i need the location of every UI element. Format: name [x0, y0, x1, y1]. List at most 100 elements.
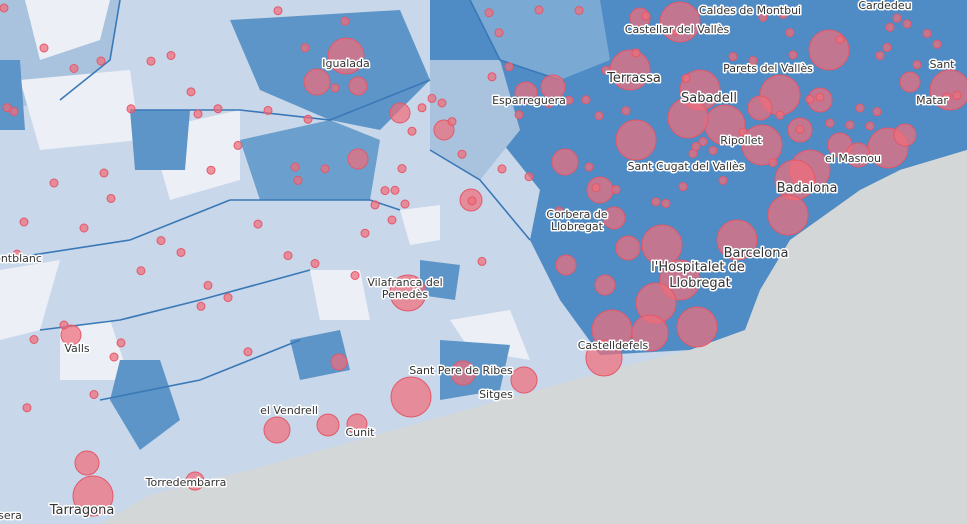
bubble	[109, 352, 119, 362]
bubble	[504, 62, 514, 72]
bubble	[370, 200, 380, 210]
bubble	[741, 124, 783, 166]
bubble	[126, 104, 136, 114]
bubble	[716, 219, 758, 261]
bubble	[602, 206, 626, 230]
bubble	[60, 324, 82, 346]
bubble	[845, 120, 855, 130]
bubble	[348, 76, 368, 96]
bubble	[330, 353, 348, 371]
bubble	[243, 347, 253, 357]
bubble	[136, 266, 146, 276]
bubble	[0, 3, 9, 13]
place-label: Llobregat	[551, 220, 604, 233]
bubble	[676, 306, 718, 348]
place-label: Badalona	[777, 181, 838, 196]
bubble	[875, 51, 885, 61]
bubble	[457, 149, 467, 159]
bubble	[389, 102, 411, 124]
bubble	[22, 403, 32, 413]
bubble	[96, 56, 106, 66]
bubble	[397, 164, 407, 174]
bubble	[586, 176, 614, 204]
bubble	[540, 74, 566, 100]
place-label: Llobregat	[669, 276, 730, 291]
bubble	[380, 186, 390, 196]
bubble	[581, 95, 591, 105]
bubble	[747, 95, 773, 121]
bubble	[166, 51, 176, 60]
bubble	[738, 127, 748, 137]
bubble	[667, 97, 709, 139]
place-label: Ripollet	[720, 134, 762, 147]
bubble	[641, 224, 683, 266]
bubble	[59, 320, 69, 330]
bubble	[601, 65, 611, 75]
bubble	[551, 148, 579, 176]
bubble	[631, 314, 669, 352]
place-label: Corbera de	[546, 208, 607, 221]
bubble	[433, 119, 455, 141]
place-label: Terrassa	[606, 71, 661, 86]
bubble	[584, 162, 594, 172]
bubble	[273, 6, 283, 16]
bubble	[206, 165, 216, 175]
bubble	[892, 13, 902, 23]
bubble	[615, 235, 641, 261]
bubble	[788, 50, 798, 60]
bubble	[253, 219, 263, 229]
bubble	[196, 301, 206, 311]
place-label: Castellar del Vallès	[625, 23, 730, 36]
bubble	[360, 228, 370, 238]
bubble	[785, 28, 795, 38]
bubble	[698, 137, 708, 147]
bubble	[213, 104, 223, 114]
place-label: ontblanc	[0, 252, 42, 265]
bubble	[899, 71, 921, 93]
place-label: -sera	[0, 509, 22, 522]
place-label: Castelldefels	[578, 339, 649, 352]
bubble	[467, 196, 477, 206]
bubble	[49, 178, 59, 188]
place-label: el Vendrell	[260, 404, 318, 417]
bubble	[233, 140, 243, 150]
bubble	[893, 123, 917, 147]
bubble	[748, 56, 758, 66]
place-label: Torredembarra	[145, 476, 227, 489]
bubble	[778, 9, 788, 19]
bubble	[497, 164, 507, 174]
borders	[0, 0, 561, 401]
bubble	[585, 339, 623, 377]
bubble	[494, 28, 504, 38]
bubble	[327, 37, 365, 75]
bubble	[340, 16, 350, 26]
bubble	[389, 274, 427, 312]
bubble	[72, 475, 114, 517]
bubble	[99, 168, 109, 178]
bubble	[825, 118, 835, 128]
bubble	[681, 73, 691, 83]
bubble	[767, 194, 809, 236]
bubble	[407, 126, 417, 136]
bubble	[12, 249, 22, 259]
bubble	[661, 198, 671, 208]
bubble	[775, 110, 785, 120]
bubble	[316, 413, 340, 437]
bubble	[484, 8, 494, 18]
bubble	[808, 29, 850, 71]
bubble	[390, 376, 432, 418]
bubble	[922, 28, 932, 38]
bubble	[390, 185, 400, 195]
place-label: Sabadell	[681, 91, 737, 106]
bubble	[872, 107, 882, 117]
bubble	[39, 43, 49, 53]
bubble	[347, 148, 369, 170]
bubble	[768, 158, 778, 168]
place-label: Penedès	[382, 288, 428, 301]
bubble	[293, 175, 303, 185]
bubble	[885, 22, 895, 32]
place-label: el Masnou	[825, 152, 881, 165]
bubble	[952, 90, 962, 100]
place-label: Sant	[929, 58, 955, 71]
